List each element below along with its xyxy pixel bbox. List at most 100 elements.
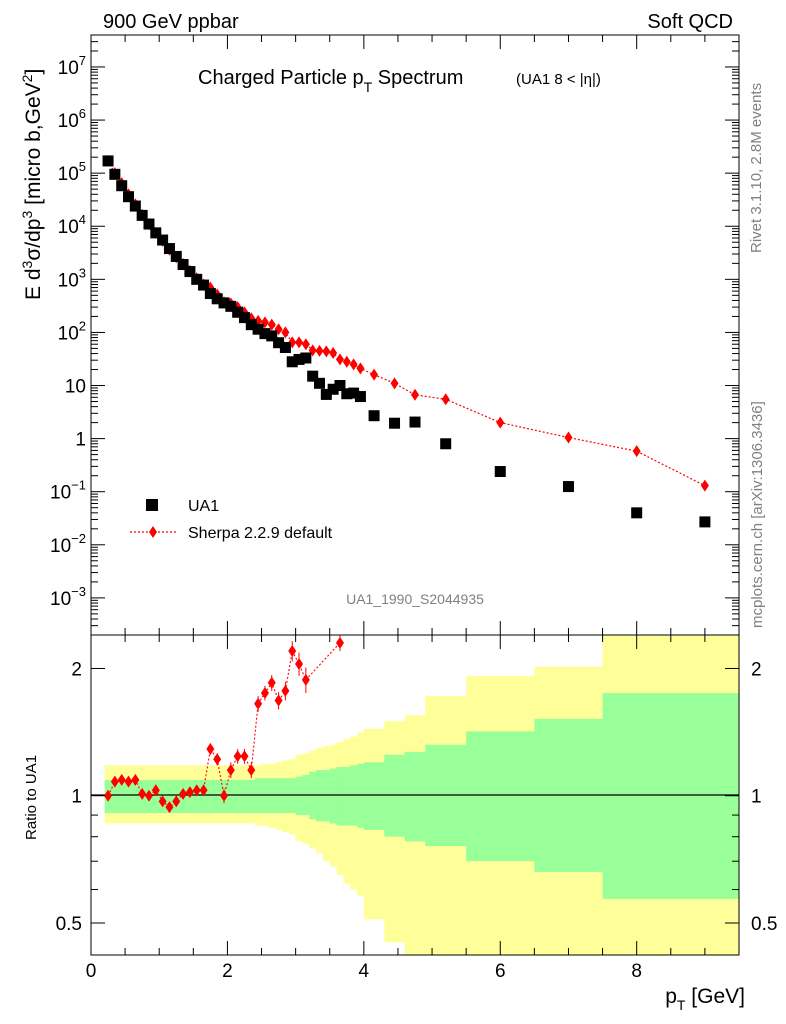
data-point — [245, 319, 257, 331]
mc-point — [329, 346, 338, 359]
legend: UA1 Sherpa 2.2.9 default — [130, 498, 333, 542]
data-point — [225, 300, 237, 312]
ratio-point — [267, 676, 276, 689]
data-point — [273, 337, 285, 349]
data-point — [177, 259, 189, 271]
data-point — [562, 481, 574, 493]
data-point — [150, 227, 162, 239]
mc-point — [295, 336, 304, 349]
main-plot: Charged Particle pT Spectrum (UA1 8 < |η… — [19, 34, 740, 636]
x-tick-label: 4 — [359, 961, 370, 982]
data-point — [143, 218, 155, 230]
ratio-point — [254, 697, 263, 710]
inner-band-bin — [281, 778, 290, 814]
legend-label-ua1: UA1 — [188, 498, 219, 515]
data-point — [286, 356, 298, 368]
mc-point — [335, 353, 344, 366]
y-tick-label: 102 — [58, 318, 86, 344]
data-point — [163, 243, 175, 255]
inner-band-bin — [261, 778, 269, 814]
mc-point — [441, 393, 450, 406]
inner-band-bin — [241, 779, 249, 814]
ratio-point — [179, 787, 188, 800]
mcplots-note: mcplots.cern.ch [arXiv:1306.3436] — [749, 401, 766, 628]
inner-band-bin — [336, 766, 344, 826]
y-tick-exponent: −2 — [71, 531, 86, 546]
ratio-point — [165, 801, 174, 814]
data-series — [102, 155, 711, 528]
x-tick-label: 6 — [495, 961, 506, 982]
inner-band-bin — [166, 779, 174, 814]
data-point — [102, 155, 114, 167]
mc-point — [267, 318, 276, 331]
inner-band-bin — [234, 779, 242, 814]
svg-text:Charged Particle pT Spectrum: Charged Particle pT Spectrum — [198, 67, 463, 95]
y-tick-label: 105 — [58, 159, 86, 185]
y-tick-base: 10 — [58, 270, 79, 291]
mc-point — [370, 368, 379, 381]
mc-point — [700, 479, 709, 492]
y-tick-exponent: 2 — [79, 318, 86, 333]
inner-band-bin — [295, 776, 303, 816]
data-point — [279, 342, 291, 354]
y-tick-base: 10 — [50, 536, 71, 557]
data-point — [494, 466, 506, 478]
inner-band-bin — [343, 766, 351, 826]
ratio-y-tick-label: 1 — [71, 787, 82, 808]
inner-band-bin — [363, 762, 385, 830]
y-tick-exponent: 6 — [79, 106, 86, 121]
data-point — [198, 279, 210, 291]
title-main: Charged Particle p — [198, 67, 364, 89]
main-frame — [90, 34, 740, 636]
title-sub: T — [364, 79, 373, 95]
ratio-point — [172, 795, 181, 808]
inner-band-bin — [118, 779, 126, 814]
data-point — [341, 388, 353, 400]
mc-point — [301, 338, 310, 351]
ratio-point — [158, 795, 167, 808]
ratio-point — [144, 789, 153, 802]
ylabel-part-0: E d — [22, 268, 45, 300]
inner-band-bin — [254, 778, 263, 814]
inner-band-bin — [288, 778, 297, 814]
title-small: (UA1 8 < |η|) — [516, 71, 601, 88]
legend-marker-ua1 — [146, 499, 158, 511]
ratio-y-tick-label-right: 0.5 — [751, 914, 777, 935]
main-x-ticks — [90, 35, 740, 635]
inner-band-bin — [322, 770, 331, 822]
ratio-point — [110, 775, 119, 788]
x-tick-label: 8 — [631, 961, 642, 982]
data-point — [266, 330, 278, 342]
y-tick-exponent: 7 — [79, 53, 86, 68]
x-tick-label: 2 — [222, 961, 233, 982]
ratio-frame — [90, 634, 740, 956]
inner-band-bin — [329, 768, 338, 824]
y-tick-exponent: 5 — [79, 159, 86, 174]
data-point — [238, 312, 250, 324]
data-point — [631, 507, 643, 519]
ratio-point — [192, 784, 201, 797]
ratio-point — [138, 787, 147, 800]
data-point — [348, 387, 360, 399]
header-right: Soft QCD — [647, 11, 733, 33]
x-axis-label: pT [GeV] — [665, 985, 745, 1013]
inner-band-bin — [206, 779, 215, 814]
ratio-point — [335, 636, 344, 649]
mc-point — [411, 388, 419, 401]
mc-point — [632, 445, 641, 458]
ratio-point — [104, 789, 113, 802]
inner-band-bin — [384, 754, 406, 837]
data-point — [157, 234, 169, 246]
ratio-point — [226, 764, 235, 777]
y-tick-label: 10−2 — [50, 531, 86, 557]
ratio-x-ticks: 0 2 4 6 8 — [86, 635, 740, 982]
mc-point — [322, 345, 331, 358]
ylabel-part-6: ] — [22, 69, 45, 75]
rivet-note: Rivet 3.1.10, 2.8M events — [748, 83, 765, 253]
ratio-plot: 0.5 0.5 1 1 2 2 0 2 4 6 8 Ratio to UA1 pT [GeV] — [23, 634, 777, 1013]
inner-band-bin — [125, 779, 133, 814]
ratio-y-tick-label-right: 2 — [751, 659, 762, 680]
ratio-point — [247, 764, 256, 777]
